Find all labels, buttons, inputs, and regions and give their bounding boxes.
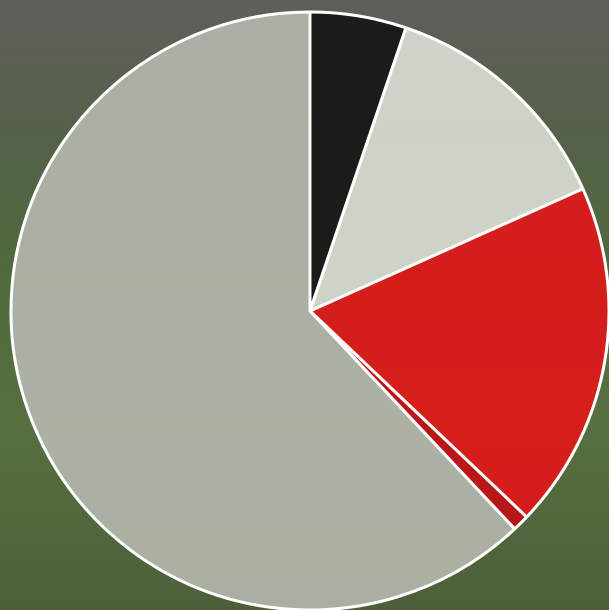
pie-slice	[308, 187, 609, 519]
pie-slice	[9, 10, 517, 610]
pie-slice	[308, 26, 585, 313]
